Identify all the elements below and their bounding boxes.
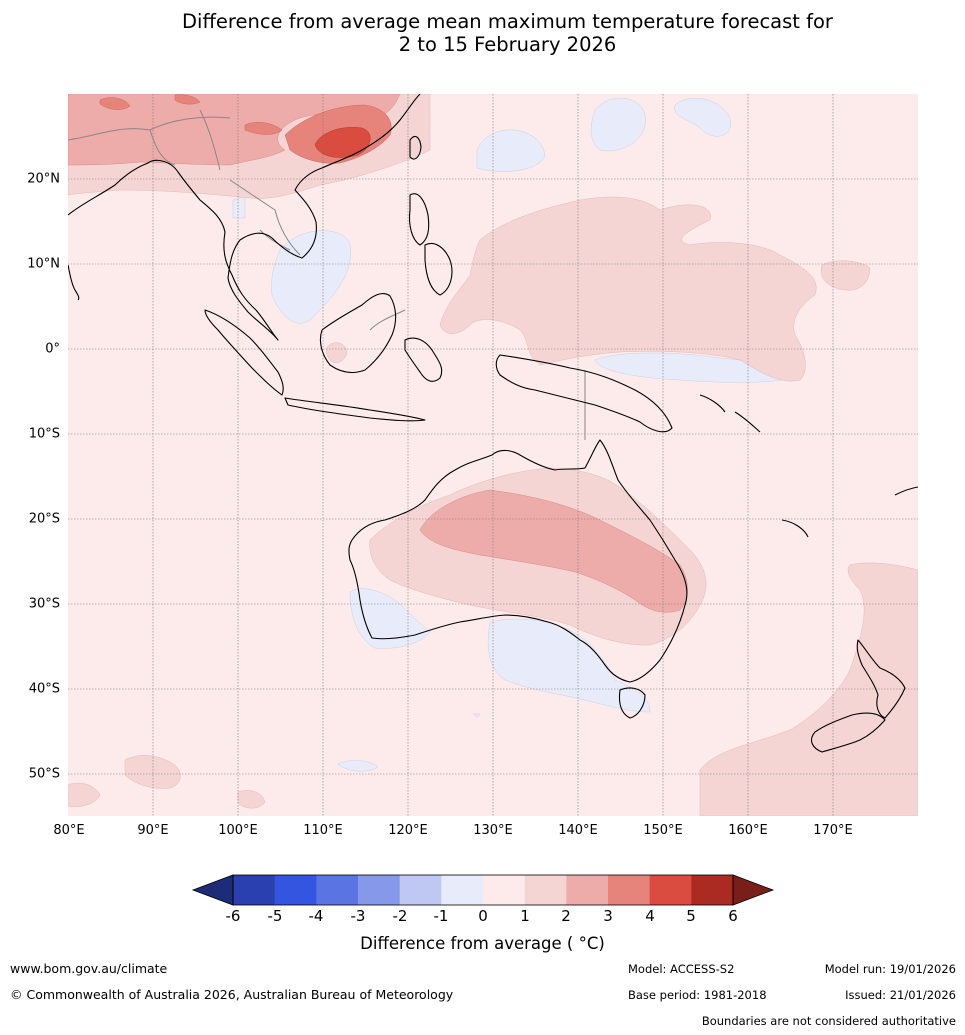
lon-label: 120°E (388, 823, 428, 838)
colorbar-extend-low (191, 874, 234, 906)
country-boundaries (68, 109, 586, 440)
colorbar-tick: -5 (267, 907, 283, 925)
colorbar-segments (191, 874, 775, 906)
colorbar-segment (274, 875, 317, 905)
lat-label: 10°N (27, 256, 60, 272)
colorbar-segment (649, 875, 692, 905)
colorbar-segment (608, 875, 651, 905)
colorbar-tick: 0 (478, 907, 488, 925)
colorbar-tick: 2 (561, 907, 571, 925)
colorbar-segment (399, 875, 442, 905)
colorbar-tick: 6 (728, 907, 738, 925)
lon-label: 130°E (473, 823, 513, 838)
base-period-text: Base period: 1981-2018 (628, 988, 767, 1002)
colorbar-tick: -6 (225, 907, 241, 925)
colorbar-segment (358, 875, 401, 905)
website-text: www.bom.gov.au/climate (10, 961, 168, 976)
lon-label: 80°E (53, 823, 85, 838)
lon-label: 160°E (728, 823, 768, 838)
colorbar-segment (316, 875, 359, 905)
disclaimer-text: Boundaries are not considered authoritat… (701, 1014, 956, 1028)
anomaly-cool-patches (232, 97, 801, 772)
lon-label: 90°E (137, 823, 169, 838)
lon-label: 170°E (813, 823, 853, 838)
model-text: Model: ACCESS-S2 (628, 962, 735, 976)
colorbar-tick: -2 (392, 907, 408, 925)
graticule (68, 94, 918, 816)
lat-label: 50°S (28, 766, 60, 782)
lat-label: 20°S (28, 511, 60, 527)
colorbar-segment (691, 875, 734, 905)
colorbar-tick: 1 (520, 907, 530, 925)
copyright-text: © Commonwealth of Australia 2026, Austra… (10, 987, 454, 1002)
colorbar-tick: -1 (433, 907, 449, 925)
lat-label: 0° (45, 341, 60, 357)
coastlines (68, 94, 918, 753)
lat-label: 40°S (28, 681, 60, 697)
title-line-2: 2 to 15 February 2026 (398, 33, 617, 56)
colorbar-segment (233, 875, 276, 905)
colorbar-tick: 4 (645, 907, 655, 925)
lat-label: 10°S (28, 426, 60, 442)
issued-text: Issued: 21/01/2026 (845, 988, 956, 1002)
model-run-text: Model run: 19/01/2026 (824, 962, 956, 976)
lat-label: 20°N (27, 171, 60, 187)
colorbar-tick: -4 (308, 907, 324, 925)
colorbar-extend-high (732, 874, 775, 906)
title-line-1: Difference from average mean maximum tem… (182, 10, 833, 33)
colorbar-title: Difference from average ( °C) (360, 934, 605, 953)
colorbar-segment (566, 875, 609, 905)
colorbar-tick: 5 (686, 907, 696, 925)
colorbar-segment (524, 875, 567, 905)
lon-label: 100°E (218, 823, 258, 838)
colorbar-segment (483, 875, 526, 905)
colorbar-tick: 3 (603, 907, 613, 925)
lon-label: 140°E (558, 823, 598, 838)
colorbar-tick: -3 (350, 907, 366, 925)
lon-label: 150°E (643, 823, 683, 838)
colorbar-segment (441, 875, 484, 905)
chart-title: Difference from average mean maximum tem… (0, 10, 965, 56)
lon-label: 110°E (303, 823, 343, 838)
anomaly-4to5-patches (314, 127, 371, 158)
lat-label: 30°S (28, 596, 60, 612)
